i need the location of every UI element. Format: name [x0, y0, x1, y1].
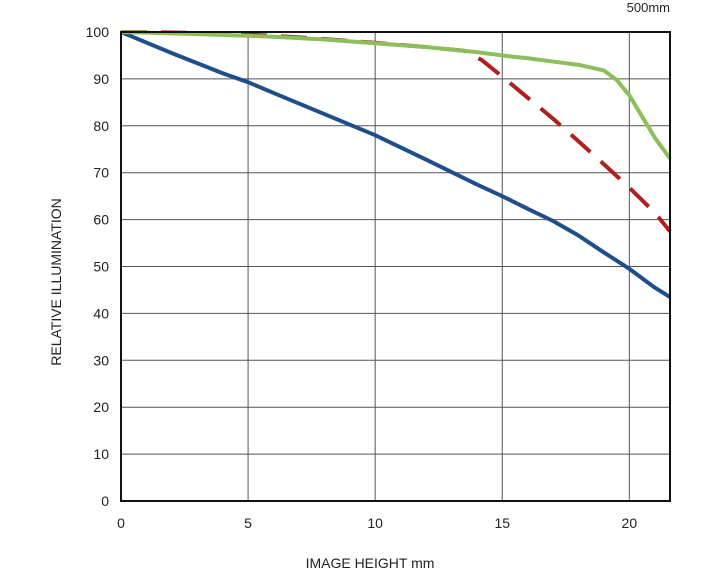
x-tick-label: 20	[622, 515, 638, 531]
x-tick-labels: 0 5 10 15 20	[117, 515, 637, 531]
x-tick-label: 5	[244, 515, 252, 531]
grid-lines	[120, 31, 670, 502]
y-tick-label: 10	[93, 446, 109, 462]
x-axis-title: IMAGE HEIGHT mm	[306, 555, 435, 570]
y-tick-label: 40	[93, 305, 109, 321]
y-tick-label: 100	[86, 24, 110, 40]
series-line-2	[120, 30, 672, 233]
y-tick-label: 70	[93, 165, 109, 181]
y-tick-labels: 0 10 20 30 40 50 60 70 80 90 100	[86, 24, 110, 509]
y-tick-label: 50	[93, 259, 109, 275]
series-line-3	[120, 30, 672, 160]
plot-frame	[120, 31, 671, 502]
y-tick-label: 90	[93, 71, 109, 87]
y-tick-label: 0	[101, 493, 109, 509]
series-line-1	[120, 30, 672, 299]
x-tick-label: 15	[494, 515, 510, 531]
corner-label: 500mm	[627, 0, 670, 15]
y-tick-label: 80	[93, 118, 109, 134]
series-lines	[120, 30, 672, 299]
y-axis-title: RELATIVE ILLUMINATION	[48, 198, 64, 366]
x-tick-label: 0	[117, 515, 125, 531]
y-tick-label: 60	[93, 212, 109, 228]
y-tick-label: 20	[93, 399, 109, 415]
y-tick-label: 30	[93, 352, 109, 368]
x-tick-label: 10	[367, 515, 383, 531]
